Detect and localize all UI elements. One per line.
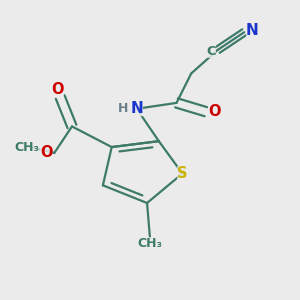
Text: N: N xyxy=(246,23,259,38)
Text: CH₃: CH₃ xyxy=(15,141,40,154)
Text: H: H xyxy=(117,102,128,115)
Text: O: O xyxy=(51,82,64,97)
Text: S: S xyxy=(177,166,188,181)
Text: N: N xyxy=(130,101,143,116)
Text: O: O xyxy=(208,104,220,119)
Text: O: O xyxy=(40,146,52,160)
Text: C: C xyxy=(206,45,216,58)
Text: CH₃: CH₃ xyxy=(137,237,163,250)
